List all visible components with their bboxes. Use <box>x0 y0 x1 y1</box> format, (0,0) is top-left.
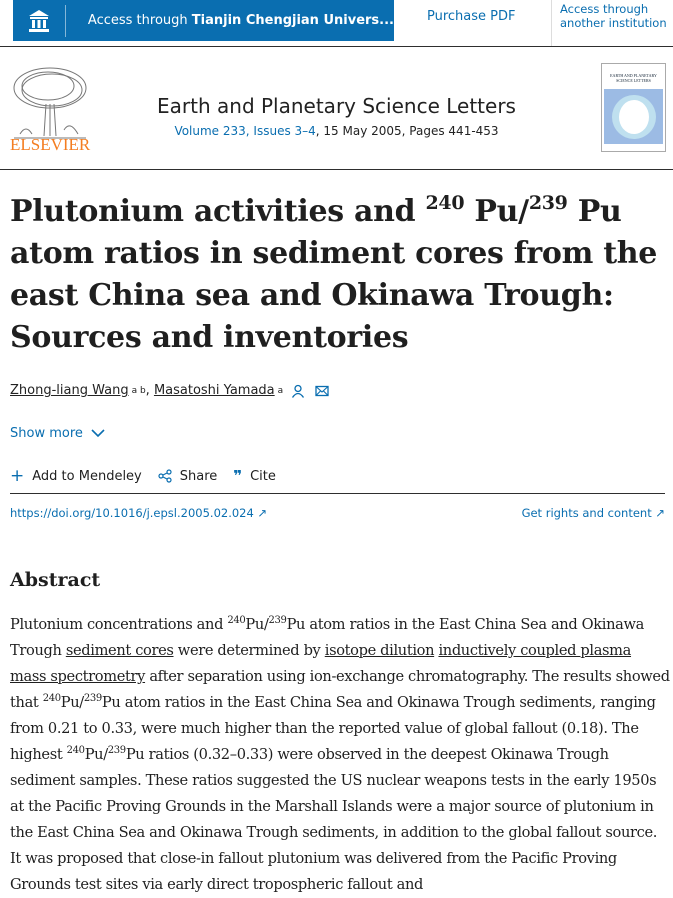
topic-link[interactable]: sediment cores <box>65 642 174 659</box>
chevron-down-icon <box>91 429 105 438</box>
doi-link[interactable]: https://doi.org/10.1016/j.epsl.2005.02.0… <box>10 506 268 520</box>
publisher-name: ELSEVIER <box>10 135 91 154</box>
external-link-icon: ↗ <box>257 506 268 520</box>
article-actions: + Add to Mendeley Share ❞ Cite <box>10 466 292 486</box>
rights-link[interactable]: Get rights and content ↗ <box>521 506 665 520</box>
purchase-pdf-link[interactable]: Purchase PDF <box>427 9 516 24</box>
topic-link[interactable]: inductively coupled plasma mass spectrom… <box>10 642 632 685</box>
divider <box>10 493 665 494</box>
add-to-mendeley-button[interactable]: + Add to Mendeley <box>10 466 142 486</box>
institution-access-button[interactable]: Access through Tianjin Chengjian Univers… <box>13 0 394 41</box>
journal-header: ELSEVIER Earth and Planetary Science Let… <box>0 48 673 170</box>
journal-cover[interactable]: EARTH AND PLANETARY SCIENCE LETTERS <box>601 63 666 152</box>
access-label: Access through Tianjin Chengjian Univers… <box>87 13 394 28</box>
quote-icon: ❞ <box>233 467 243 485</box>
access-other-institution-link[interactable]: Access through another institution <box>560 2 667 30</box>
author-link[interactable]: Zhong-liang Wang <box>10 383 129 398</box>
institution-icon <box>13 4 66 37</box>
journal-title[interactable]: Earth and Planetary Science Letters <box>157 94 516 118</box>
topic-link[interactable]: isotope dilution <box>324 642 435 659</box>
volume-link[interactable]: Volume 233, Issues 3–4 <box>174 124 316 138</box>
share-button[interactable]: Share <box>158 469 217 484</box>
abstract-heading: Abstract <box>10 569 101 591</box>
divider <box>551 0 552 46</box>
plus-icon: + <box>10 466 25 486</box>
abstract-text: Plutonium concentrations and 240Pu/239Pu… <box>10 615 670 894</box>
person-icon[interactable] <box>291 384 305 398</box>
share-icon <box>158 469 172 483</box>
email-icon[interactable] <box>315 385 329 397</box>
show-more-button[interactable]: Show more <box>10 426 105 441</box>
access-bar: Access through Tianjin Chengjian Univers… <box>0 0 673 47</box>
elsevier-tree-logo <box>13 67 87 139</box>
volume-info: Volume 233, Issues 3–4, 15 May 2005, Pag… <box>174 124 499 138</box>
external-link-icon: ↗ <box>655 506 665 520</box>
article-title: Plutonium activities and 240 Pu/239 Pu a… <box>10 192 658 356</box>
author-link[interactable]: Masatoshi Yamada <box>153 383 275 398</box>
cite-button[interactable]: ❞ Cite <box>233 467 276 485</box>
author-list: Zhong-liang Wang a b, Masatoshi Yamada a <box>10 383 329 398</box>
